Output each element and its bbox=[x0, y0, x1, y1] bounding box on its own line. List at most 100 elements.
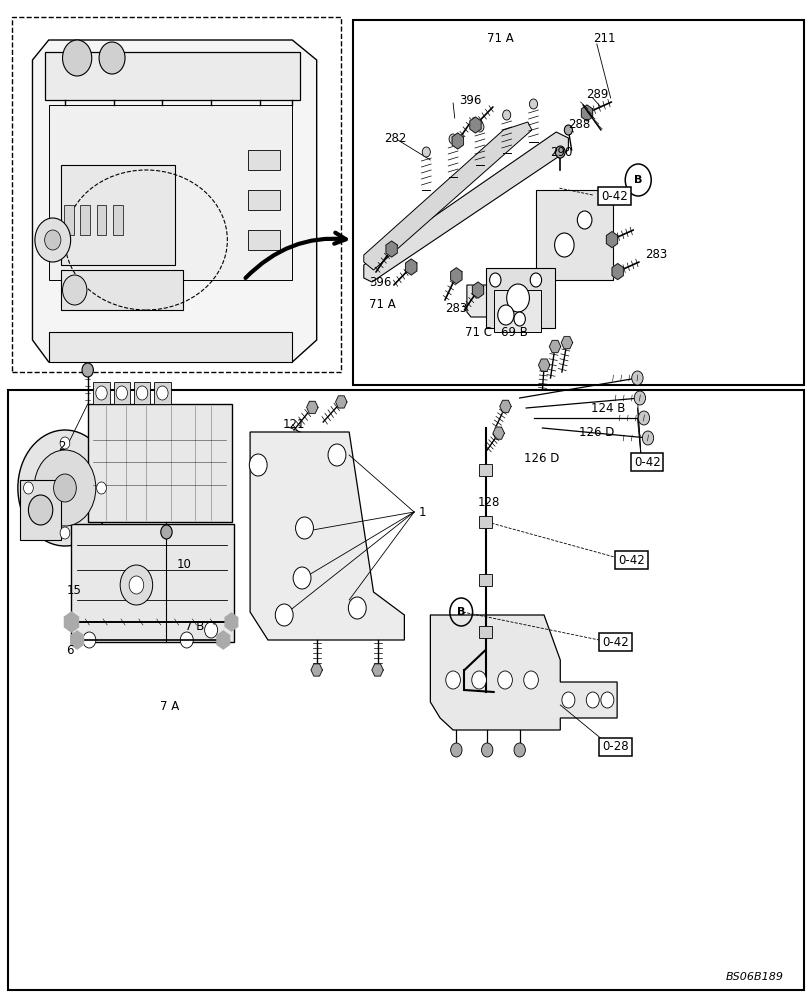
Circle shape bbox=[60, 437, 70, 449]
Bar bbox=[478, 574, 491, 586]
Polygon shape bbox=[371, 664, 383, 676]
Circle shape bbox=[120, 565, 152, 605]
Circle shape bbox=[422, 147, 430, 157]
Polygon shape bbox=[538, 359, 549, 371]
Circle shape bbox=[180, 632, 193, 648]
Circle shape bbox=[82, 363, 93, 377]
Circle shape bbox=[249, 454, 267, 476]
Circle shape bbox=[161, 525, 172, 539]
Circle shape bbox=[348, 597, 366, 619]
Text: 289: 289 bbox=[586, 89, 608, 102]
Bar bbox=[113, 205, 122, 235]
Bar bbox=[12, 17, 341, 372]
Circle shape bbox=[577, 211, 591, 229]
Polygon shape bbox=[225, 613, 238, 631]
Polygon shape bbox=[492, 427, 504, 439]
Polygon shape bbox=[385, 241, 397, 257]
Circle shape bbox=[497, 671, 512, 689]
Circle shape bbox=[157, 386, 168, 400]
Text: 128: 128 bbox=[477, 496, 500, 510]
Text: 290: 290 bbox=[549, 146, 572, 159]
Polygon shape bbox=[311, 664, 322, 676]
Text: 288: 288 bbox=[568, 118, 590, 131]
Circle shape bbox=[83, 632, 96, 648]
Bar bbox=[61, 270, 182, 310]
Text: 71 A: 71 A bbox=[487, 32, 513, 45]
Polygon shape bbox=[250, 432, 404, 640]
Bar bbox=[247, 150, 280, 170]
Circle shape bbox=[116, 386, 127, 400]
Circle shape bbox=[475, 122, 483, 132]
Circle shape bbox=[204, 622, 217, 638]
Text: BS06B189: BS06B189 bbox=[725, 972, 783, 982]
Bar bbox=[478, 464, 491, 476]
Circle shape bbox=[642, 431, 653, 445]
Polygon shape bbox=[430, 615, 616, 730]
Text: 10: 10 bbox=[177, 558, 191, 572]
Bar bbox=[134, 382, 150, 404]
Bar bbox=[493, 290, 540, 332]
Polygon shape bbox=[581, 105, 592, 121]
Polygon shape bbox=[470, 117, 480, 133]
Circle shape bbox=[34, 450, 96, 526]
Bar bbox=[353, 20, 803, 385]
Bar bbox=[478, 516, 491, 528]
Circle shape bbox=[295, 517, 313, 539]
Bar bbox=[114, 382, 130, 404]
Bar bbox=[247, 230, 280, 250]
Text: 7 A: 7 A bbox=[160, 700, 179, 714]
Text: 124 B: 124 B bbox=[590, 401, 624, 414]
Bar bbox=[45, 52, 300, 100]
Circle shape bbox=[506, 284, 529, 312]
Circle shape bbox=[54, 474, 76, 502]
Text: 2: 2 bbox=[58, 440, 66, 454]
Polygon shape bbox=[560, 337, 572, 349]
Polygon shape bbox=[611, 264, 623, 280]
Circle shape bbox=[97, 482, 106, 494]
Circle shape bbox=[530, 273, 541, 287]
Text: 283: 283 bbox=[645, 248, 667, 261]
Circle shape bbox=[28, 495, 53, 525]
Text: 0-42: 0-42 bbox=[618, 554, 644, 566]
Circle shape bbox=[62, 40, 92, 76]
Bar bbox=[97, 205, 106, 235]
Text: 15: 15 bbox=[67, 584, 81, 596]
Text: 126 D: 126 D bbox=[523, 452, 559, 464]
Polygon shape bbox=[450, 268, 461, 284]
Text: 7 B: 7 B bbox=[185, 620, 204, 634]
Text: 121: 121 bbox=[282, 418, 305, 432]
Circle shape bbox=[471, 671, 486, 689]
Circle shape bbox=[631, 371, 642, 385]
Circle shape bbox=[497, 305, 513, 325]
Circle shape bbox=[554, 233, 573, 257]
Text: 126 D: 126 D bbox=[578, 426, 614, 438]
Circle shape bbox=[633, 391, 645, 405]
Polygon shape bbox=[452, 133, 463, 149]
Polygon shape bbox=[406, 259, 416, 275]
Polygon shape bbox=[466, 285, 542, 317]
Bar bbox=[61, 165, 174, 265]
Circle shape bbox=[600, 692, 613, 708]
Circle shape bbox=[60, 527, 70, 539]
Bar bbox=[71, 524, 234, 642]
Circle shape bbox=[328, 444, 345, 466]
Bar bbox=[80, 205, 90, 235]
Circle shape bbox=[24, 482, 33, 494]
Bar bbox=[20, 480, 61, 540]
Circle shape bbox=[136, 386, 148, 400]
Text: 0-28: 0-28 bbox=[602, 740, 628, 754]
Bar bbox=[49, 105, 292, 280]
Circle shape bbox=[555, 146, 564, 158]
Polygon shape bbox=[307, 401, 318, 413]
Text: 0-42: 0-42 bbox=[633, 456, 659, 468]
Polygon shape bbox=[606, 232, 617, 248]
Bar bbox=[88, 404, 232, 522]
Circle shape bbox=[96, 386, 107, 400]
Circle shape bbox=[293, 567, 311, 589]
Text: 211: 211 bbox=[592, 32, 615, 45]
Bar bbox=[93, 382, 109, 404]
Text: 1: 1 bbox=[418, 506, 425, 518]
Text: 282: 282 bbox=[384, 131, 406, 144]
Circle shape bbox=[99, 42, 125, 74]
Text: B: B bbox=[633, 175, 642, 185]
